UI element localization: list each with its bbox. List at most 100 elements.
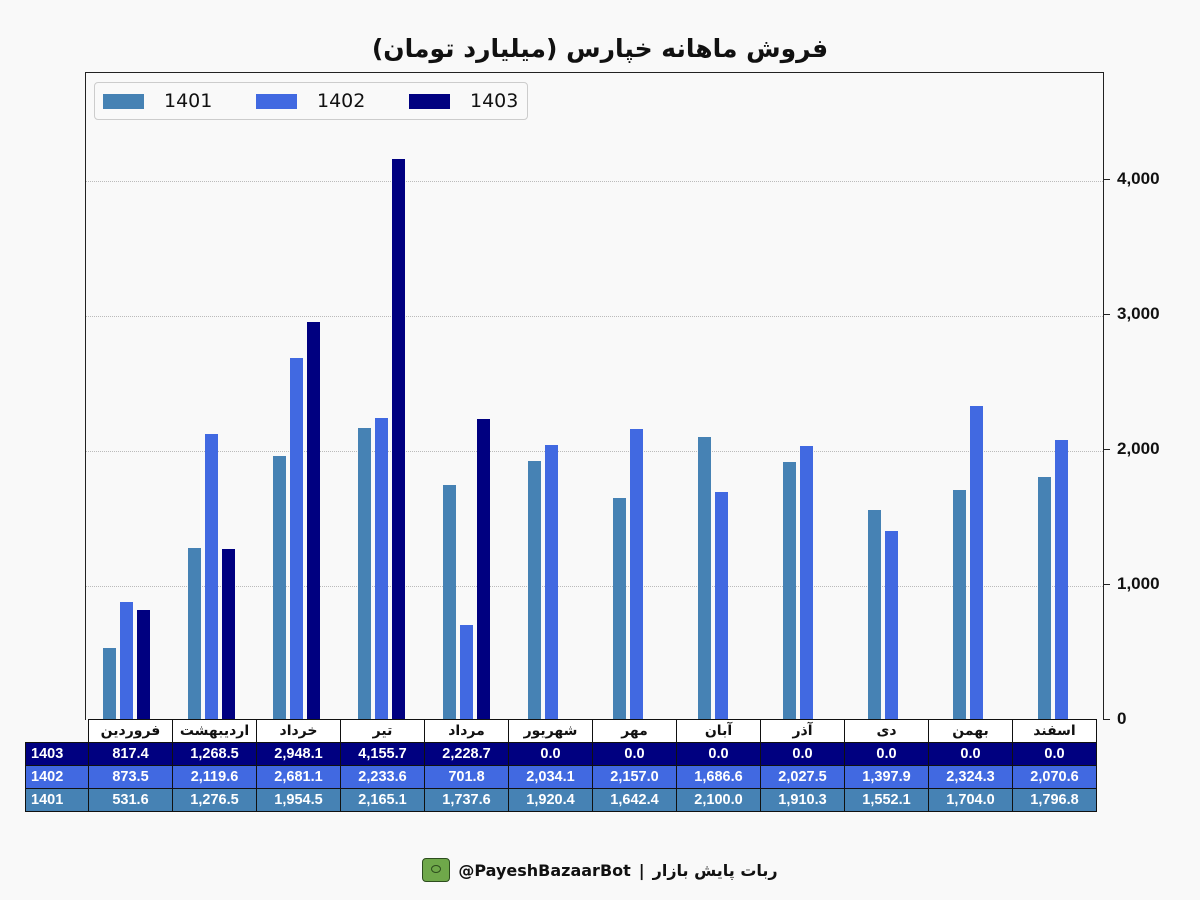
legend-item-1401: 1401 (103, 90, 212, 112)
table-corner (25, 719, 89, 743)
footer-separator: | (638, 860, 645, 880)
footer: @PayeshBazaarBot | ربات پایش بازار (0, 858, 1200, 886)
bar-1401 (613, 498, 626, 720)
cell: 1,552.1 (844, 788, 929, 812)
cell: 817.4 (88, 742, 173, 766)
cell: 0.0 (928, 742, 1013, 766)
cell: 873.5 (88, 765, 173, 789)
gridline (86, 316, 1103, 317)
month-header: خرداد (256, 719, 341, 743)
cell: 1,268.5 (172, 742, 257, 766)
cell: 0.0 (1012, 742, 1097, 766)
cell: 0.0 (508, 742, 593, 766)
bar-1401 (103, 648, 116, 720)
bar-1402 (290, 358, 303, 720)
gridline (86, 451, 1103, 452)
data-table: فروردین اردیبهشت خرداد تیر مرداد شهریور … (25, 719, 1097, 812)
cell: 1,686.6 (676, 765, 761, 789)
cell: 1,796.8 (1012, 788, 1097, 812)
cell: 2,233.6 (340, 765, 425, 789)
cell: 2,027.5 (760, 765, 845, 789)
cell: 1,737.6 (424, 788, 509, 812)
table-row-1401: 1401 531.6 1,276.5 1,954.5 2,165.1 1,737… (25, 788, 1097, 812)
table-row-1403: 1403 817.4 1,268.5 2,948.1 4,155.7 2,228… (25, 742, 1097, 766)
cell: 2,034.1 (508, 765, 593, 789)
robot-monitor-icon (422, 858, 451, 882)
gridline (86, 181, 1103, 182)
legend: 1401 1402 1403 (94, 82, 528, 120)
month-header: بهمن (928, 719, 1013, 743)
cell: 1,954.5 (256, 788, 341, 812)
chart-title: فروش ماهانه خپارس (میلیارد تومان) (371, 34, 829, 63)
cell: 1,920.4 (508, 788, 593, 812)
cell: 1,642.4 (592, 788, 677, 812)
cell: 701.8 (424, 765, 509, 789)
bar-1402 (1055, 440, 1068, 720)
month-header: آبان (676, 719, 761, 743)
cell: 2,324.3 (928, 765, 1013, 789)
bar-1402 (460, 625, 473, 720)
month-header: شهریور (508, 719, 593, 743)
bar-1401 (273, 456, 286, 720)
cell: 2,165.1 (340, 788, 425, 812)
bar-1403 (392, 158, 405, 720)
bar-1402 (715, 492, 728, 720)
cell: 1,910.3 (760, 788, 845, 812)
table-row-1402: 1402 873.5 2,119.6 2,681.1 2,233.6 701.8… (25, 765, 1097, 789)
bar-1402 (885, 531, 898, 720)
bar-1403 (137, 609, 150, 720)
legend-swatch-1401 (103, 93, 144, 109)
bar-1401 (868, 510, 881, 720)
cell: 4,155.7 (340, 742, 425, 766)
row-label: 1402 (25, 765, 89, 789)
legend-item-1402: 1402 (256, 90, 365, 112)
month-header: آذر (760, 719, 845, 743)
bar-1402 (375, 418, 388, 720)
bar-1401 (443, 485, 456, 720)
month-header: مرداد (424, 719, 509, 743)
bar-1402 (120, 602, 133, 720)
bar-1401 (358, 427, 371, 720)
cell: 2,119.6 (172, 765, 257, 789)
row-label: 1403 (25, 742, 89, 766)
cell: 1,276.5 (172, 788, 257, 812)
footer-name: ربات پایش بازار (652, 860, 778, 880)
legend-swatch-1402 (256, 93, 297, 109)
bar-1402 (970, 406, 983, 720)
bar-1402 (800, 446, 813, 720)
bar-1401 (698, 436, 711, 720)
bar-1401 (1038, 477, 1051, 720)
bar-1401 (783, 462, 796, 720)
cell: 531.6 (88, 788, 173, 812)
table-header-row: فروردین اردیبهشت خرداد تیر مرداد شهریور … (25, 719, 1097, 743)
bar-1401 (188, 547, 201, 720)
cell: 0.0 (676, 742, 761, 766)
cell: 0.0 (844, 742, 929, 766)
month-header: اردیبهشت (172, 719, 257, 743)
month-header: اسفند (1012, 719, 1097, 743)
bar-1403 (477, 419, 490, 720)
plot-area (85, 72, 1104, 720)
legend-swatch-1403 (409, 93, 450, 109)
bar-1402 (205, 433, 218, 720)
row-label: 1401 (25, 788, 89, 812)
month-header: فروردین (88, 719, 173, 743)
month-header: مهر (592, 719, 677, 743)
cell: 2,948.1 (256, 742, 341, 766)
bar-1402 (545, 445, 558, 720)
footer-handle: @PayeshBazaarBot (458, 860, 631, 880)
gridline (86, 586, 1103, 587)
legend-item-1403: 1403 (409, 90, 518, 112)
bar-1403 (307, 322, 320, 720)
cell: 2,681.1 (256, 765, 341, 789)
cell: 2,070.6 (1012, 765, 1097, 789)
bar-1401 (953, 489, 966, 720)
cell: 2,228.7 (424, 742, 509, 766)
bar-1401 (528, 460, 541, 720)
month-header: دی (844, 719, 929, 743)
bar-1402 (630, 428, 643, 720)
cell: 2,100.0 (676, 788, 761, 812)
month-header: تیر (340, 719, 425, 743)
cell: 0.0 (760, 742, 845, 766)
cell: 1,704.0 (928, 788, 1013, 812)
